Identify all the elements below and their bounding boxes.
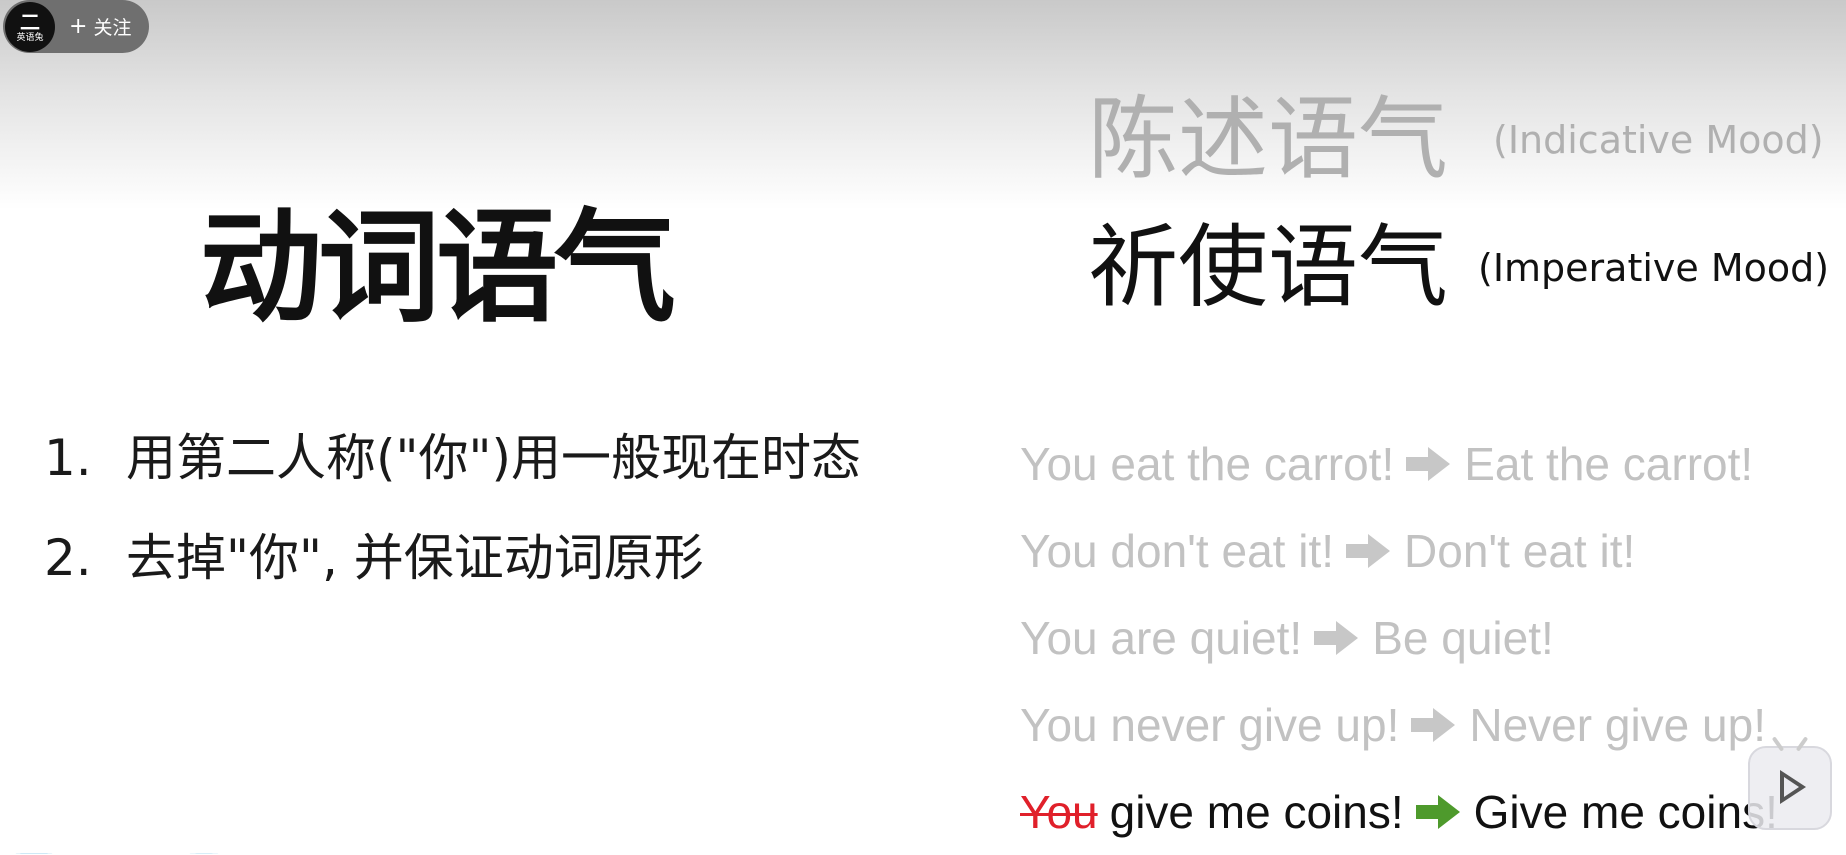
rule-number: 2. — [44, 529, 92, 587]
follow-button[interactable]: 关注 — [93, 17, 132, 39]
example-before: You never give up! — [1020, 698, 1400, 751]
indicative-mood-heading: 陈述语气 (Indicative Mood) — [1088, 90, 1824, 190]
example-row: You never give up! Never give up! — [1020, 681, 1820, 768]
top-gradient — [0, 0, 1846, 210]
example-row: You eat the carrot! Eat the carrot! — [1020, 420, 1820, 507]
imperative-mood-heading: 祈使语气 (Imperative Mood) — [1088, 218, 1829, 318]
right-arrow-icon — [1314, 620, 1360, 655]
imperative-mood-zh: 祈使语气 — [1088, 215, 1448, 320]
rule-number: 1. — [44, 429, 92, 487]
example-list: You eat the carrot! Eat the carrot! You … — [1020, 420, 1820, 855]
right-arrow-icon — [1406, 446, 1452, 481]
example-before: You eat the carrot! — [1020, 437, 1395, 490]
example-row: You are quiet! Be quiet! — [1020, 594, 1820, 681]
rule-text: 去掉"你", 并保证动词原形 — [126, 529, 704, 587]
play-widget[interactable] — [1748, 736, 1832, 830]
example-after: Eat the carrot! — [1464, 437, 1754, 490]
imperative-mood-en: (Imperative Mood) — [1478, 246, 1830, 290]
avatar-label: 英语兔 — [16, 32, 44, 43]
avatar[interactable]: 二 英语兔 — [5, 1, 55, 52]
example-after: Give me coins! — [1473, 785, 1778, 838]
struck-subject: You — [1020, 785, 1098, 838]
indicative-mood-zh: 陈述语气 — [1088, 87, 1448, 192]
rule-item: 2. 去掉"你", 并保证动词原形 — [44, 528, 704, 588]
rule-item: 1. 用第二人称("你")用一般现在时态 — [44, 428, 861, 488]
example-after: Never give up! — [1469, 698, 1766, 751]
plus-icon[interactable]: + — [69, 13, 88, 39]
right-arrow-icon — [1411, 707, 1457, 742]
example-before: You don't eat it! — [1020, 524, 1335, 577]
slide-title: 动词语气 — [200, 195, 676, 339]
avatar-logo-icon: 二 — [20, 9, 40, 34]
indicative-mood-en: (Indicative Mood) — [1493, 118, 1824, 162]
bottom-decoration — [14, 842, 234, 854]
rule-text: 用第二人称("你")用一般现在时态 — [126, 429, 862, 487]
example-row: You don't eat it! Don't eat it! — [1020, 507, 1820, 594]
follow-widget[interactable]: 二 英语兔 + 关注 — [3, 0, 149, 53]
example-before: You are quiet! — [1020, 611, 1303, 664]
example-after: Don't eat it! — [1404, 524, 1636, 577]
example-after: Be quiet! — [1372, 611, 1554, 664]
example-row-active: You give me coins! Give me coins! — [1020, 768, 1820, 855]
right-arrow-icon — [1346, 533, 1392, 568]
example-before: give me coins! — [1109, 785, 1404, 838]
right-arrow-icon — [1415, 794, 1462, 829]
